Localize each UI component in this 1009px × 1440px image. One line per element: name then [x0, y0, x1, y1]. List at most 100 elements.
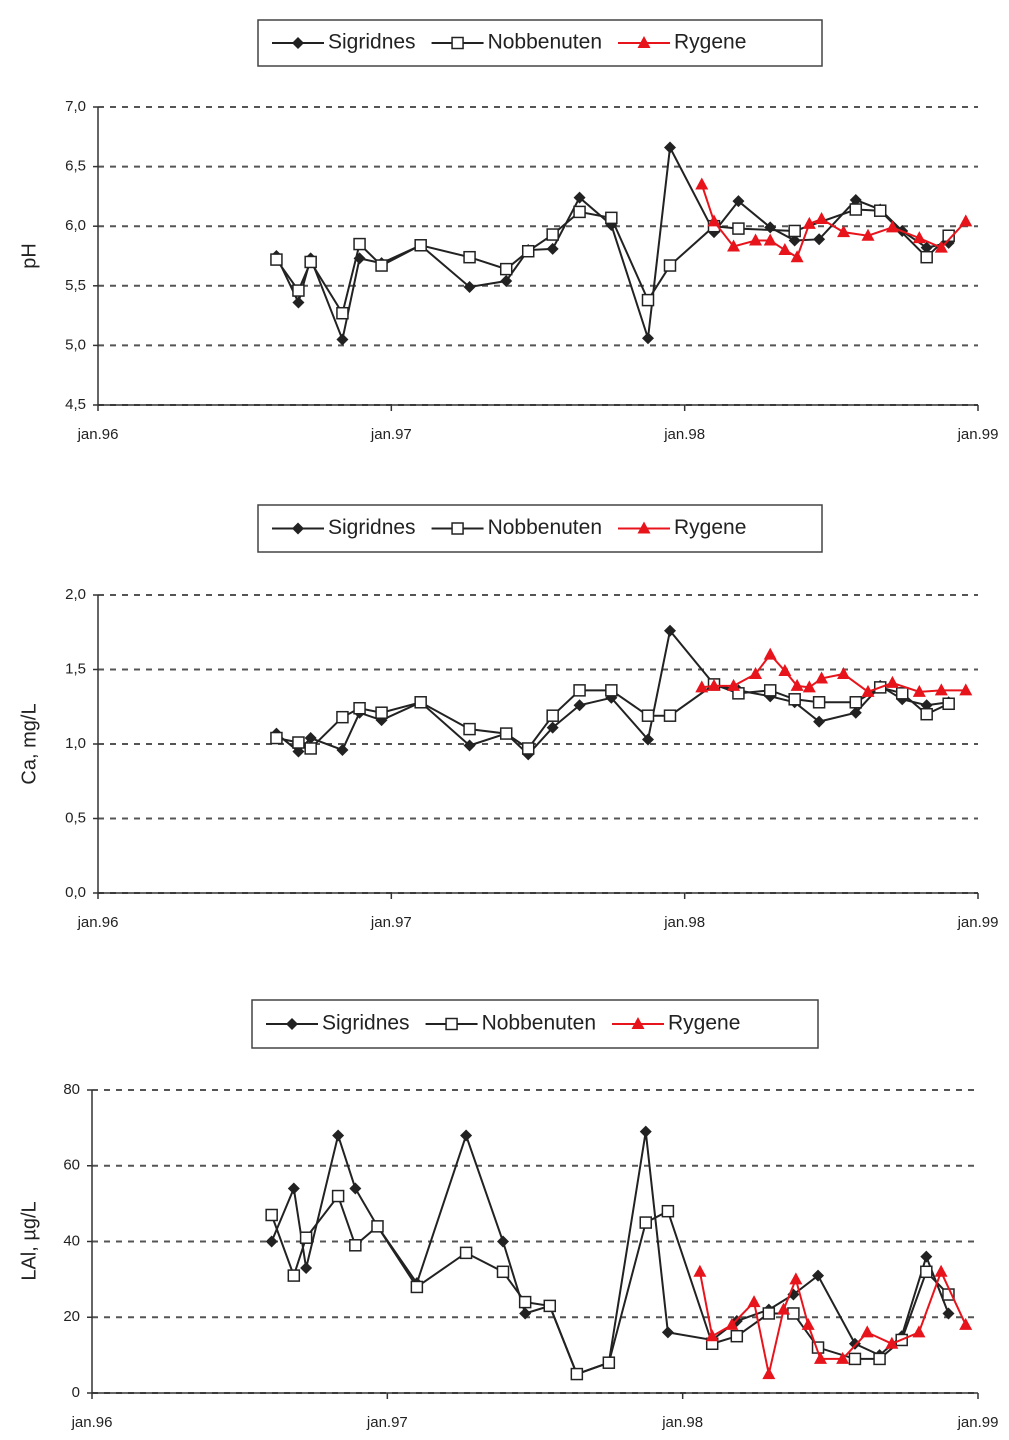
y-tick-label: 6,5: [65, 158, 86, 175]
marker-triangle: [934, 1264, 948, 1277]
marker-diamond: [265, 1235, 278, 1248]
marker-diamond: [286, 1018, 298, 1030]
marker-diamond: [519, 1307, 532, 1320]
marker-square: [518, 1295, 532, 1309]
x-tick-label: jan.97: [370, 914, 412, 931]
marker-diamond: [573, 191, 586, 204]
marker-triangle: [815, 212, 829, 225]
y-tick-label: 40: [63, 1232, 80, 1249]
marker-square: [331, 1189, 345, 1203]
marker-square: [371, 1220, 384, 1233]
legend-box: [257, 19, 823, 67]
marker-square: [410, 1280, 424, 1294]
y-tick-label: 0,0: [65, 884, 86, 901]
marker-square: [732, 687, 745, 700]
marker-triangle: [725, 1317, 739, 1330]
y-tick-label: 7,0: [65, 98, 86, 115]
marker-square: [873, 1352, 886, 1366]
marker-triangle: [695, 680, 709, 693]
marker-square: [265, 1208, 278, 1222]
marker-square: [353, 701, 366, 715]
marker-square: [463, 722, 476, 736]
legend-label: Nobbenuten: [488, 516, 602, 539]
series: [270, 141, 955, 346]
marker-diamond: [463, 739, 476, 752]
marker-square: [848, 1352, 862, 1366]
x-tick-label: jan.98: [663, 914, 705, 931]
x-tick-label: jan.96: [77, 426, 119, 443]
y-tick-label: 20: [63, 1308, 80, 1325]
marker-triangle: [637, 521, 651, 534]
y-tick-label: 1,0: [65, 735, 86, 752]
series: [695, 647, 973, 697]
marker-diamond: [942, 1307, 955, 1320]
marker-triangle: [802, 680, 816, 693]
y-tick-label: 6,0: [65, 217, 86, 234]
marker-diamond: [304, 732, 317, 745]
marker-square: [546, 709, 559, 722]
marker-square: [546, 228, 559, 241]
marker-square: [873, 204, 887, 217]
marker-triangle: [763, 647, 777, 660]
marker-diamond: [813, 715, 826, 728]
marker-diamond: [500, 275, 513, 288]
y-tick-label: 5,0: [65, 336, 86, 353]
series: [695, 177, 973, 263]
marker-diamond: [573, 699, 586, 712]
marker-square: [459, 1246, 473, 1260]
marker-square: [463, 250, 476, 264]
marker-square: [787, 1307, 800, 1320]
y-tick-label: 5,5: [65, 277, 86, 294]
marker-diamond: [292, 37, 304, 49]
y-tick-label: 2,0: [65, 586, 86, 603]
marker-triangle: [861, 228, 875, 241]
marker-diamond: [300, 1262, 313, 1275]
series: [265, 1189, 955, 1381]
y-tick-label: 0,5: [65, 809, 86, 826]
marker-square: [849, 696, 863, 709]
marker-square: [895, 687, 909, 700]
marker-triangle: [912, 231, 926, 244]
legend-label: Rygene: [674, 516, 746, 539]
marker-square: [521, 244, 535, 258]
series-line: [275, 144, 949, 343]
marker-square: [349, 1239, 362, 1252]
series: [270, 678, 955, 755]
marker-triangle: [707, 214, 721, 227]
marker-square: [730, 1329, 744, 1343]
marker-square: [732, 222, 745, 235]
marker-diamond: [349, 1182, 362, 1195]
y-tick-label: 0: [72, 1384, 80, 1401]
y-tick-label: 80: [63, 1081, 80, 1098]
marker-diamond: [812, 1269, 825, 1282]
marker-square: [762, 1307, 776, 1320]
marker-triangle: [749, 666, 763, 679]
legend-label: Sigridnes: [328, 31, 416, 54]
y-tick-label: 60: [63, 1157, 80, 1174]
y-tick-label: 1,5: [65, 660, 86, 677]
marker-triangle: [727, 678, 741, 691]
marker-square: [573, 205, 586, 219]
series-line: [270, 1131, 950, 1376]
marker-diamond: [732, 195, 745, 208]
y-axis-title: pH: [18, 243, 40, 269]
marker-diamond: [642, 733, 654, 746]
marker-triangle: [959, 683, 973, 696]
marker-diamond: [336, 743, 349, 756]
marker-triangle: [705, 1329, 719, 1342]
marker-triangle: [778, 663, 792, 676]
marker-triangle: [637, 36, 651, 48]
legend-label: Sigridnes: [328, 516, 416, 539]
x-tick-label: jan.96: [71, 1414, 113, 1431]
marker-square: [663, 259, 677, 272]
marker-triangle: [763, 233, 777, 246]
marker-triangle: [693, 1264, 707, 1277]
marker-square: [336, 710, 349, 724]
marker-triangle: [815, 671, 829, 684]
marker-square: [812, 696, 826, 709]
marker-triangle: [912, 1325, 926, 1338]
legend-label: Nobbenuten: [488, 31, 602, 54]
marker-square: [663, 709, 677, 722]
marker-triangle: [778, 243, 792, 256]
